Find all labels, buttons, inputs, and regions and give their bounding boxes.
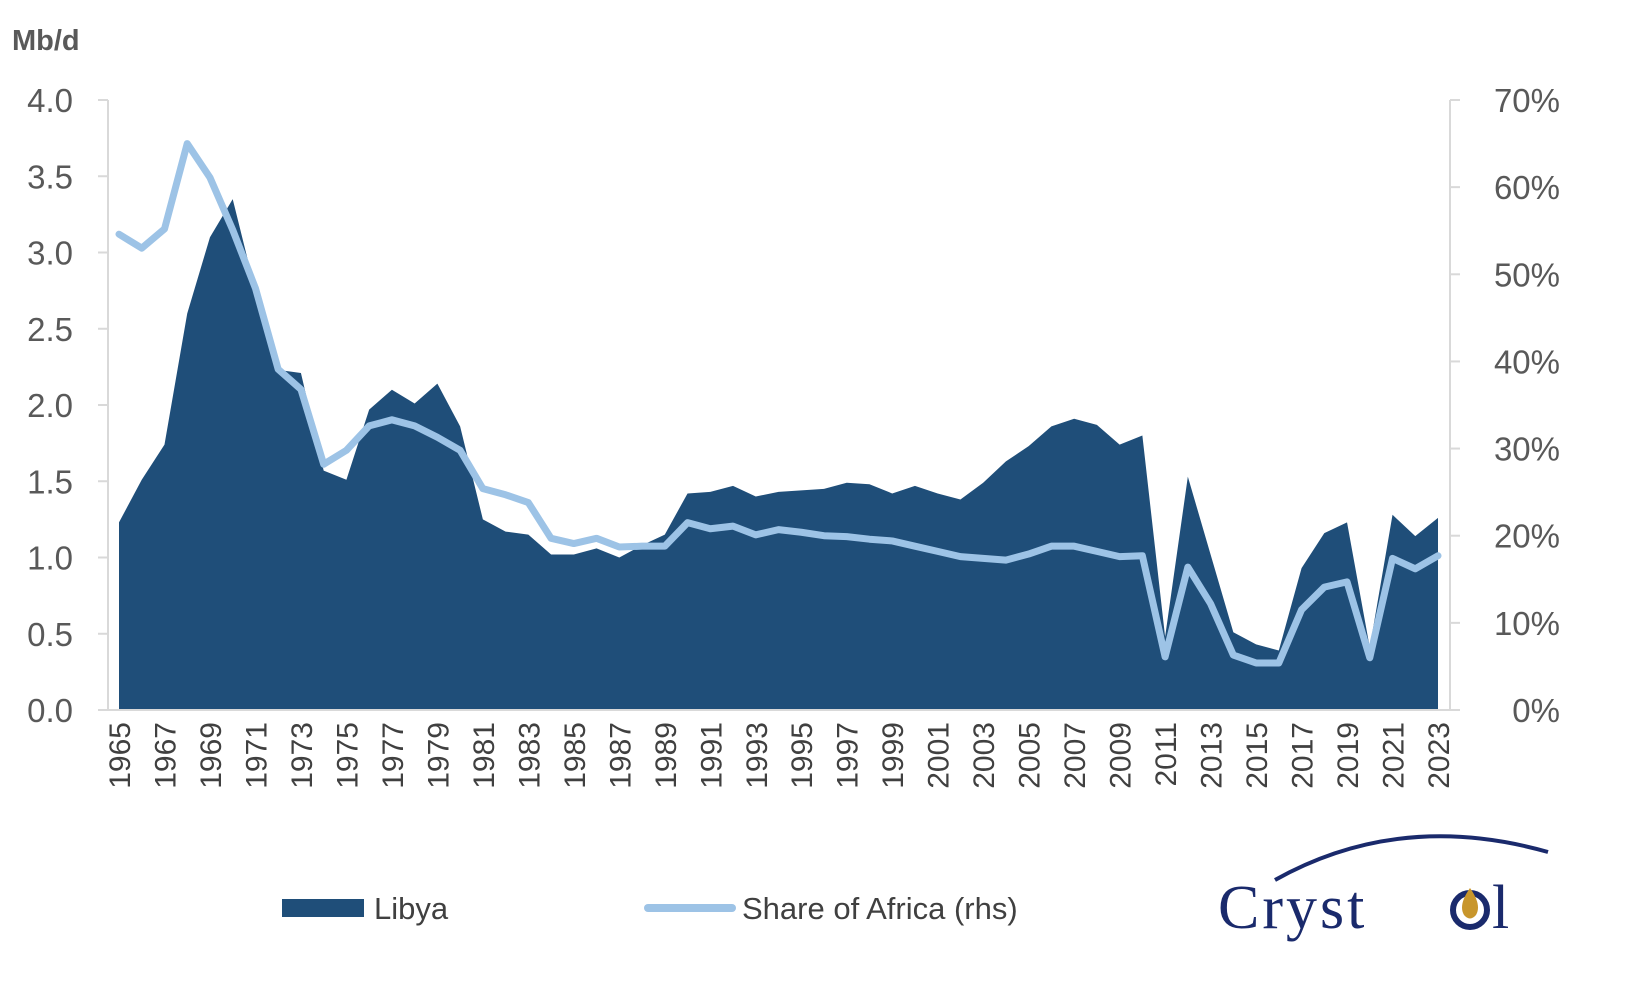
svg-text:l: l bbox=[1492, 874, 1509, 942]
left-tick-label: 0.0 bbox=[27, 692, 73, 729]
x-tick-label: 2013 bbox=[1196, 722, 1229, 789]
x-tick-label: 1983 bbox=[513, 722, 546, 789]
libya-area-series bbox=[119, 199, 1438, 710]
left-tick-label: 3.0 bbox=[27, 235, 73, 272]
x-tick-label: 1965 bbox=[104, 722, 137, 789]
x-tick-label: 1969 bbox=[195, 722, 228, 789]
right-tick-label: 0% bbox=[1512, 692, 1560, 729]
legend: Libya Share of Africa (rhs) bbox=[282, 891, 1018, 926]
legend-swatch-libya bbox=[282, 899, 364, 917]
libya-area bbox=[119, 199, 1438, 710]
x-tick-label: 1981 bbox=[468, 722, 501, 789]
x-tick-label: 2011 bbox=[1150, 722, 1183, 787]
right-tick-label: 60% bbox=[1494, 169, 1560, 206]
right-tick-label: 40% bbox=[1494, 343, 1560, 380]
left-tick-label: 1.5 bbox=[27, 463, 73, 500]
x-tick-label: 2009 bbox=[1105, 722, 1138, 789]
x-tick-label: 2019 bbox=[1332, 722, 1365, 789]
legend-label-libya: Libya bbox=[374, 891, 449, 926]
x-tick-label: 2017 bbox=[1287, 722, 1320, 789]
x-tick-label: 1989 bbox=[650, 722, 683, 789]
share-line-series bbox=[115, 140, 1442, 667]
svg-text:Cryst: Cryst bbox=[1218, 874, 1367, 942]
right-axis-ticks: 0% 10% 20% 30% 40% 50% 60% 70% bbox=[1450, 82, 1560, 729]
left-tick-label: 2.0 bbox=[27, 387, 73, 424]
left-tick-label: 4.0 bbox=[27, 82, 73, 119]
left-tick-label: 0.5 bbox=[27, 616, 73, 653]
left-axis-ticks: 0.0 0.5 1.0 1.5 2.0 2.5 3.0 3.5 4.0 bbox=[27, 82, 108, 729]
y-unit-label: Mb/d bbox=[12, 25, 80, 57]
x-tick-label: 2023 bbox=[1423, 722, 1456, 789]
x-tick-label: 1997 bbox=[832, 722, 865, 789]
left-tick-label: 1.0 bbox=[27, 540, 73, 577]
left-tick-label: 2.5 bbox=[27, 311, 73, 348]
x-tick-label: 1971 bbox=[240, 722, 273, 789]
right-tick-label: 10% bbox=[1494, 605, 1560, 642]
x-tick-label: 1973 bbox=[286, 722, 319, 789]
x-tick-label: 2015 bbox=[1241, 722, 1274, 789]
x-tick-label: 1995 bbox=[786, 722, 819, 789]
x-tick-label: 1979 bbox=[422, 722, 455, 789]
x-axis-ticks: 1965 1967 1969 1971 1973 1975 1977 1979 1981 1983… bbox=[104, 722, 1456, 789]
x-tick-label: 1975 bbox=[331, 722, 364, 789]
x-tick-label: 2001 bbox=[923, 722, 956, 789]
x-tick-label: 1999 bbox=[877, 722, 910, 789]
right-tick-label: 30% bbox=[1494, 431, 1560, 468]
share-line bbox=[115, 140, 1442, 667]
x-tick-label: 1967 bbox=[149, 722, 182, 789]
x-tick-label: 1987 bbox=[604, 722, 637, 789]
crystol-logo: Cryst l bbox=[1218, 834, 1549, 942]
x-tick-label: 1991 bbox=[695, 722, 728, 789]
legend-label-share: Share of Africa (rhs) bbox=[742, 891, 1018, 926]
right-tick-label: 70% bbox=[1494, 82, 1560, 119]
x-tick-label: 2021 bbox=[1378, 722, 1411, 789]
x-tick-label: 2003 bbox=[968, 722, 1001, 789]
x-tick-label: 2005 bbox=[1014, 722, 1047, 789]
right-tick-label: 20% bbox=[1494, 518, 1560, 555]
left-tick-label: 3.5 bbox=[27, 158, 73, 195]
x-tick-label: 1977 bbox=[377, 722, 410, 789]
x-tick-label: 2007 bbox=[1059, 722, 1092, 789]
right-tick-label: 50% bbox=[1494, 256, 1560, 293]
x-tick-label: 1993 bbox=[741, 722, 774, 789]
x-tick-label: 1985 bbox=[559, 722, 592, 789]
